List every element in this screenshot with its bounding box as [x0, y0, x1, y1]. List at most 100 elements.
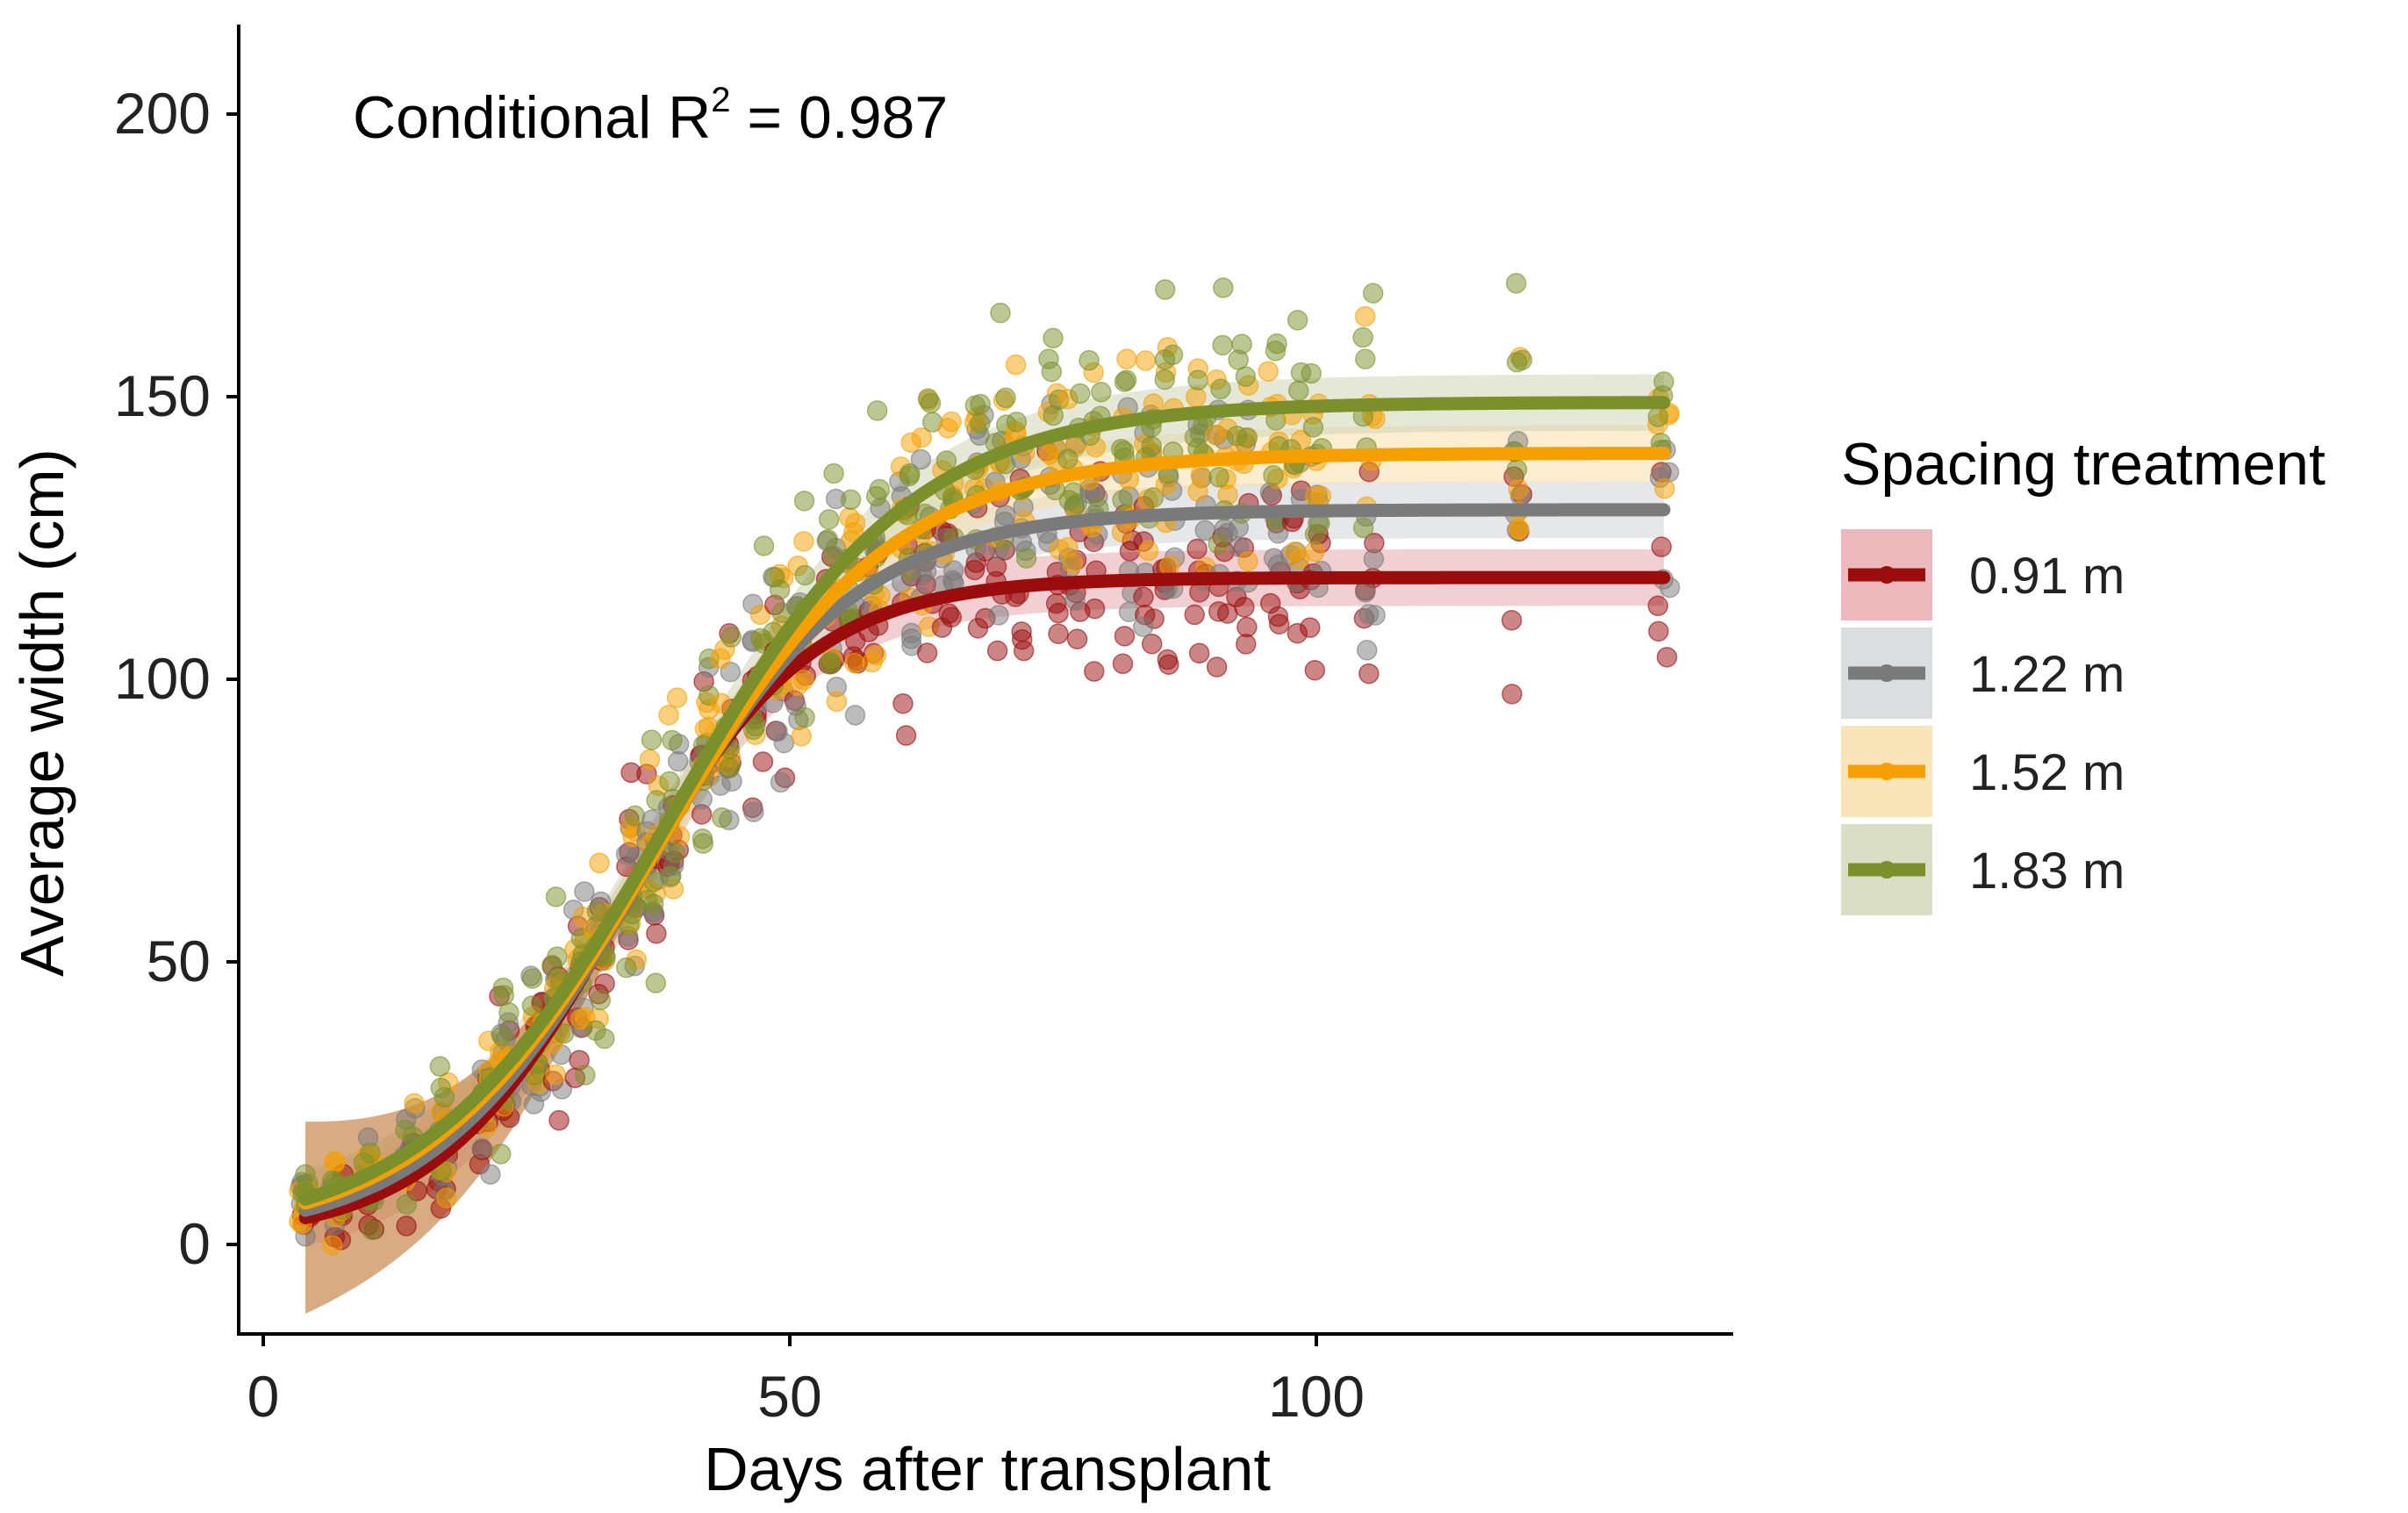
data-point — [435, 1187, 457, 1208]
data-point — [574, 881, 595, 902]
data-point — [1236, 616, 1258, 638]
data-point — [1116, 348, 1137, 369]
data-point — [1212, 334, 1233, 356]
legend-label: 1.52 m — [1969, 744, 2125, 801]
data-point — [590, 989, 612, 1011]
data-point — [1132, 616, 1154, 637]
data-point — [1005, 354, 1027, 376]
data-point — [970, 412, 991, 434]
data-point — [321, 1235, 343, 1256]
data-point — [767, 721, 788, 742]
data-point — [1135, 350, 1157, 371]
data-point — [434, 1086, 455, 1108]
legend-label: 1.83 m — [1969, 843, 2125, 900]
x-tick-label: 0 — [247, 1364, 280, 1429]
y-tick-label: 200 — [114, 81, 211, 146]
data-point — [1647, 595, 1669, 617]
x-tick-label: 100 — [1268, 1364, 1365, 1429]
data-point — [1259, 592, 1281, 614]
data-point — [396, 1215, 417, 1237]
data-point — [1141, 435, 1163, 457]
legend-title: Spacing treatment — [1841, 431, 2326, 498]
data-point — [645, 972, 667, 993]
data-point — [325, 1151, 346, 1172]
r-squared-superscript: 2 — [711, 81, 730, 119]
data-point — [498, 1002, 520, 1023]
data-point — [1048, 602, 1069, 624]
data-point — [616, 957, 637, 979]
legend-key-point — [1878, 861, 1896, 878]
data-point — [1057, 536, 1079, 558]
data-point — [935, 450, 957, 471]
data-point — [1186, 538, 1208, 560]
data-point — [1205, 425, 1227, 446]
data-point — [820, 654, 842, 675]
data-point — [1508, 478, 1530, 500]
data-point — [711, 807, 733, 828]
data-point — [429, 1056, 451, 1077]
data-point — [1058, 490, 1080, 511]
data-point — [1162, 344, 1184, 365]
data-point — [1505, 273, 1527, 294]
data-point — [862, 651, 883, 673]
data-point — [1154, 279, 1176, 300]
data-point — [1187, 369, 1208, 391]
data-point — [818, 509, 840, 530]
data-point — [942, 560, 964, 581]
data-point — [1187, 481, 1208, 502]
data-point — [964, 559, 985, 581]
data-point — [1231, 333, 1252, 355]
data-point — [1654, 478, 1675, 499]
data-point — [986, 640, 1008, 662]
data-point — [1365, 605, 1386, 626]
data-point — [988, 605, 1009, 626]
data-point — [1013, 640, 1035, 662]
data-point — [1184, 427, 1206, 448]
data-point — [1041, 361, 1063, 383]
legend-item: 1.83 m — [1841, 824, 2125, 915]
data-point — [770, 771, 792, 793]
data-point — [793, 491, 815, 512]
x-axis-title: Days after transplant — [704, 1435, 1271, 1503]
data-point — [1656, 647, 1678, 668]
y-tick-label: 150 — [114, 363, 211, 428]
data-point — [1237, 550, 1258, 572]
y-tick-label: 0 — [178, 1211, 211, 1276]
x-axis-ticks: 0 50 100 — [247, 1334, 1365, 1429]
data-point — [1355, 348, 1376, 369]
data-point — [752, 751, 774, 772]
y-tick-label: 100 — [114, 646, 211, 711]
data-point — [1362, 283, 1384, 304]
fit-curve — [298, 396, 1671, 1206]
data-point — [471, 1137, 493, 1159]
data-point — [1234, 597, 1255, 618]
data-point — [575, 1065, 596, 1086]
data-point — [521, 995, 543, 1016]
data-point — [1647, 406, 1669, 427]
data-point — [1048, 623, 1069, 644]
data-point — [662, 729, 683, 751]
data-point — [917, 388, 939, 409]
data-point — [586, 900, 608, 922]
data-point — [360, 1142, 381, 1164]
ci-band — [305, 549, 1664, 1246]
r-squared-annotation: Conditional R2 = 0.987 — [353, 81, 948, 151]
data-point — [1184, 604, 1205, 626]
data-point — [404, 1093, 425, 1114]
data-point — [1154, 369, 1176, 391]
data-point — [641, 729, 663, 750]
x-tick-label: 50 — [757, 1364, 821, 1429]
data-point — [1354, 582, 1376, 603]
data-point — [1288, 380, 1309, 401]
data-point — [1141, 633, 1163, 655]
data-point — [589, 852, 610, 874]
data-point — [1066, 628, 1088, 649]
data-point — [642, 893, 664, 914]
data-point — [548, 1109, 570, 1131]
data-point — [743, 801, 764, 822]
data-point — [491, 1025, 512, 1047]
data-point — [1310, 485, 1332, 506]
data-point — [1509, 519, 1530, 540]
data-point — [794, 706, 815, 728]
data-point — [1084, 598, 1106, 620]
